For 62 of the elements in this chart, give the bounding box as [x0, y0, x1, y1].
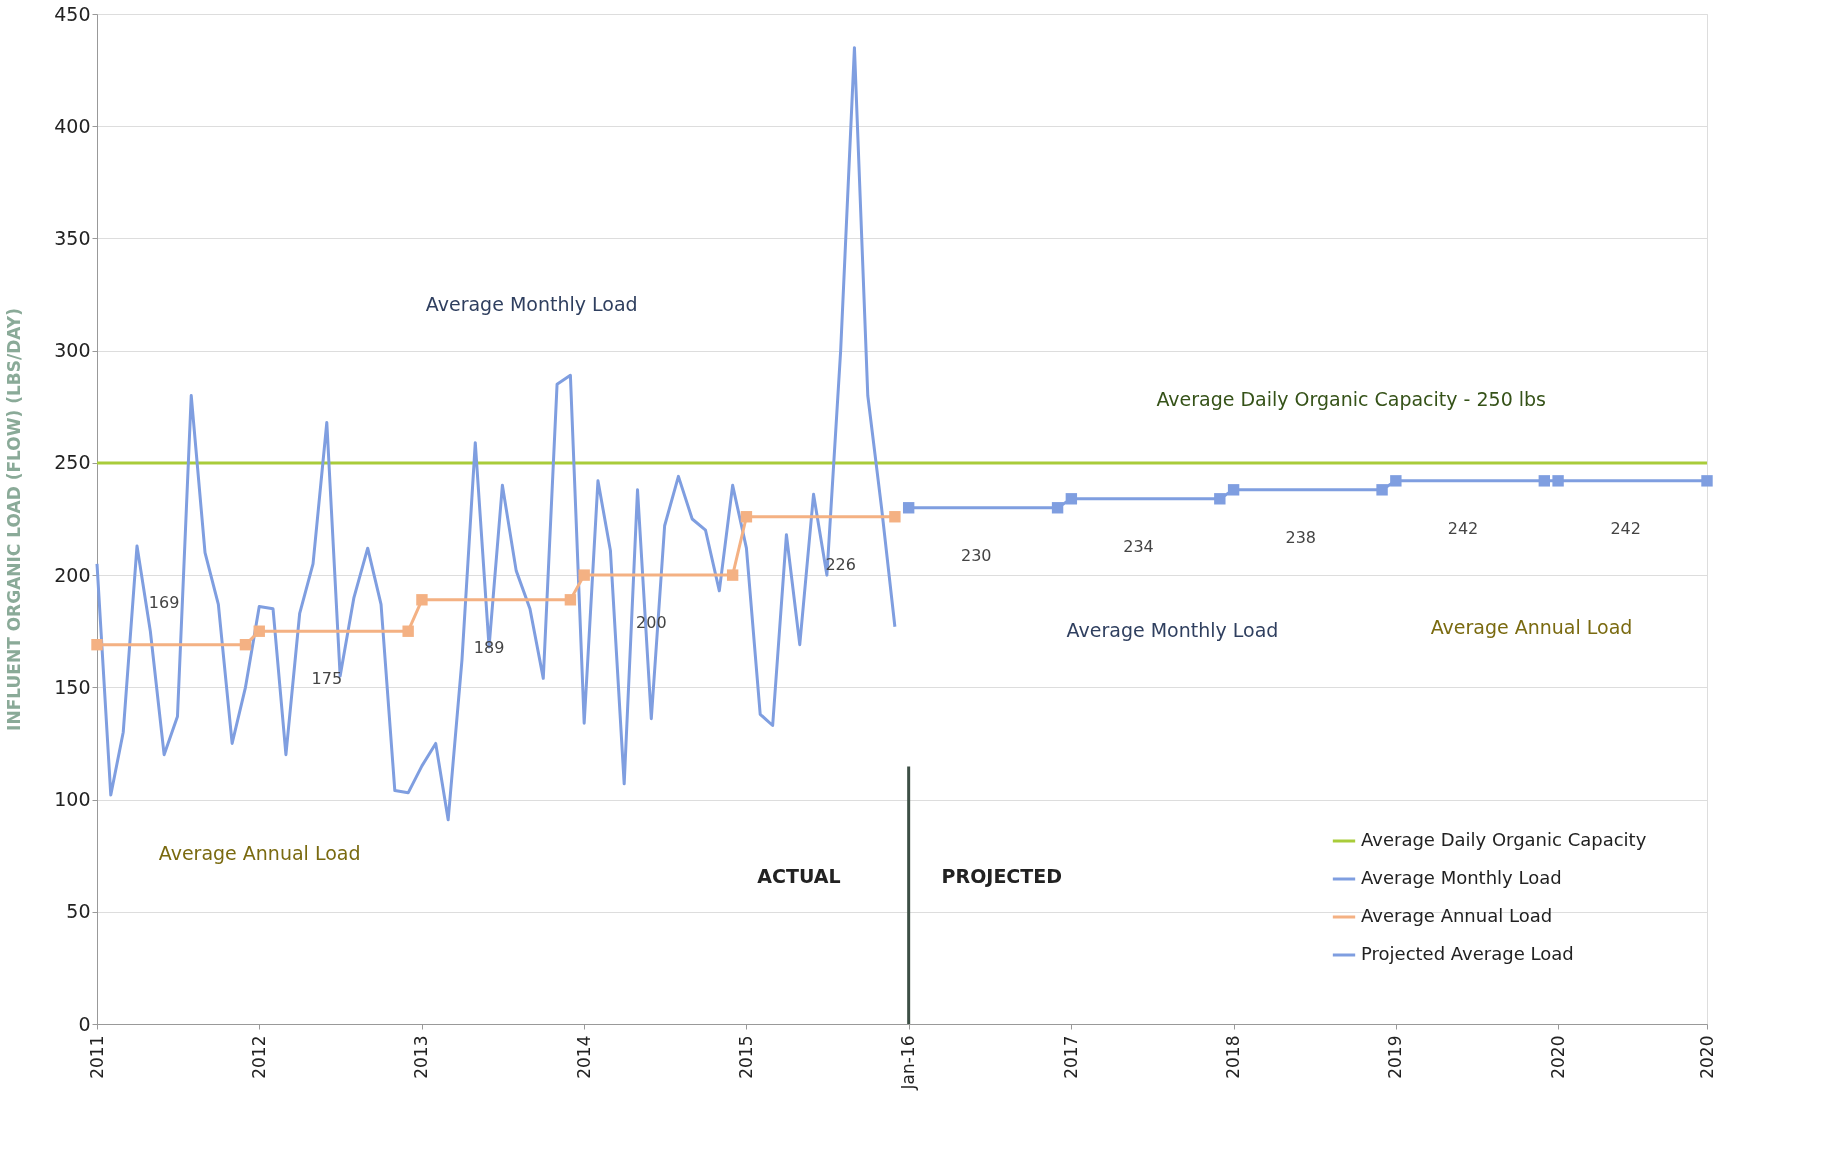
x-tick-label: 2019	[1385, 1035, 1406, 1079]
point	[578, 569, 590, 581]
point	[239, 638, 252, 651]
point	[1538, 475, 1551, 487]
point	[1227, 484, 1240, 496]
annotation: 189	[473, 637, 505, 657]
annotation: Average Monthly Load	[425, 292, 638, 315]
annotation: 175	[311, 669, 343, 689]
y-tick-label: 350	[54, 226, 91, 249]
x-tick-label: 2014	[573, 1035, 594, 1079]
y-tick-label: 450	[54, 2, 91, 25]
point	[1051, 502, 1064, 514]
annotation: Average Daily Organic Capacity - 250 lbs	[1156, 387, 1547, 410]
y-tick-label: 400	[54, 114, 91, 137]
annotation: 169	[148, 592, 180, 612]
line-series	[95, 46, 897, 822]
point	[1376, 484, 1388, 496]
legend-label: Average Daily Organic Capacity	[1361, 829, 1647, 850]
x-tick-label: 2012	[248, 1035, 269, 1079]
point	[1552, 475, 1564, 487]
point	[402, 625, 414, 637]
annotation: Average Monthly Load	[1066, 619, 1279, 642]
x-tick-label: 2020	[1696, 1035, 1717, 1079]
y-tick-label: 0	[78, 1012, 91, 1035]
y-tick-label: 100	[54, 788, 91, 811]
y-tick-label: 300	[54, 339, 91, 362]
annotation: ACTUAL	[757, 864, 841, 887]
x-tick-label: 2013	[411, 1035, 432, 1079]
annotation: 242	[1447, 518, 1479, 538]
annotation: Average Annual Load	[1430, 616, 1633, 639]
x-tick-label: 2018	[1223, 1035, 1244, 1079]
x-tick-label: Jan-16	[898, 1035, 919, 1091]
x-tick-label: 2020	[1547, 1035, 1568, 1079]
annotation: 230	[960, 545, 992, 565]
legend-label: Projected Average Load	[1361, 943, 1574, 964]
y-tick-label: 200	[54, 563, 91, 586]
point	[91, 638, 103, 651]
point	[726, 569, 739, 581]
point	[1390, 475, 1402, 487]
annotation: Average Annual Load	[158, 842, 361, 865]
point	[902, 502, 915, 514]
annotation: 234	[1123, 536, 1154, 556]
annotation: 242	[1610, 518, 1641, 538]
y-tick-label: 50	[66, 900, 91, 923]
x-tick-label: 2015	[735, 1035, 756, 1079]
x-tick-label: 2017	[1060, 1035, 1081, 1079]
point	[564, 594, 577, 606]
point	[253, 625, 265, 637]
annotation: 238	[1285, 527, 1316, 547]
point	[1701, 475, 1713, 487]
y-tick-label: 150	[54, 675, 91, 698]
legend-label: Average Annual Load	[1361, 905, 1553, 926]
legend-label: Average Monthly Load	[1361, 867, 1562, 888]
point	[740, 511, 753, 523]
point	[416, 594, 428, 606]
annotation: PROJECTED	[941, 864, 1063, 887]
point	[889, 511, 901, 523]
point	[1065, 493, 1078, 505]
x-tick-label: 2011	[86, 1035, 107, 1079]
y-tick-label: 250	[54, 451, 91, 474]
y-axis-title: INFLUENT ORGANIC LOAD (FLOW) (LBS/DAY)	[4, 308, 25, 731]
point	[1214, 493, 1226, 505]
